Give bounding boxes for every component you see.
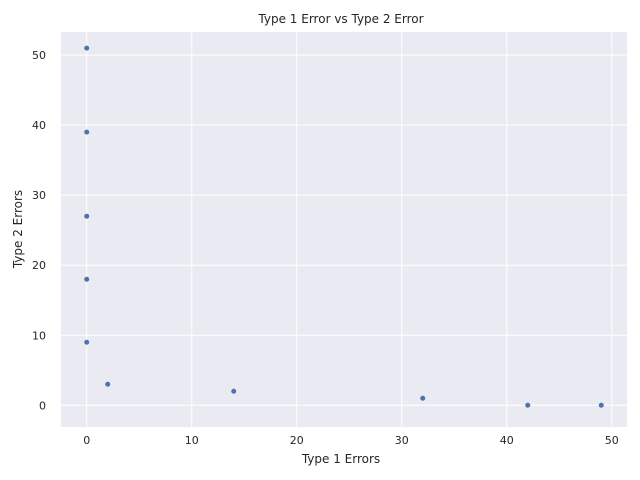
y-tick-label: 20 [32,259,46,272]
x-tick-label: 40 [500,434,514,447]
data-point [84,213,90,219]
y-tick-label: 0 [39,399,46,412]
data-point [84,339,90,345]
x-tick-label: 20 [290,434,304,447]
x-tick-label: 10 [185,434,199,447]
data-point [525,402,531,408]
data-point [231,388,237,394]
x-tick-label: 50 [605,434,619,447]
x-tick-labels: 0 10 20 30 40 50 [83,434,619,447]
y-tick-label: 10 [32,329,46,342]
y-axis-label: Type 2 Errors [11,190,25,269]
data-point [84,129,90,135]
data-point [84,276,90,282]
data-point [598,402,604,408]
data-point [420,395,426,401]
x-tick-label: 0 [83,434,90,447]
data-points [84,45,604,408]
plot-area [61,32,627,427]
y-tick-label: 30 [32,189,46,202]
x-tick-label: 30 [395,434,409,447]
y-tick-label: 50 [32,49,46,62]
y-tick-labels: 0 10 20 30 40 50 [32,49,46,412]
data-point [105,381,111,387]
chart-title: Type 1 Error vs Type 2 Error [257,12,423,26]
data-point [84,45,90,51]
x-gridlines [86,32,613,427]
x-axis-label: Type 1 Errors [301,452,380,466]
y-gridlines [61,54,627,406]
y-tick-label: 40 [32,119,46,132]
